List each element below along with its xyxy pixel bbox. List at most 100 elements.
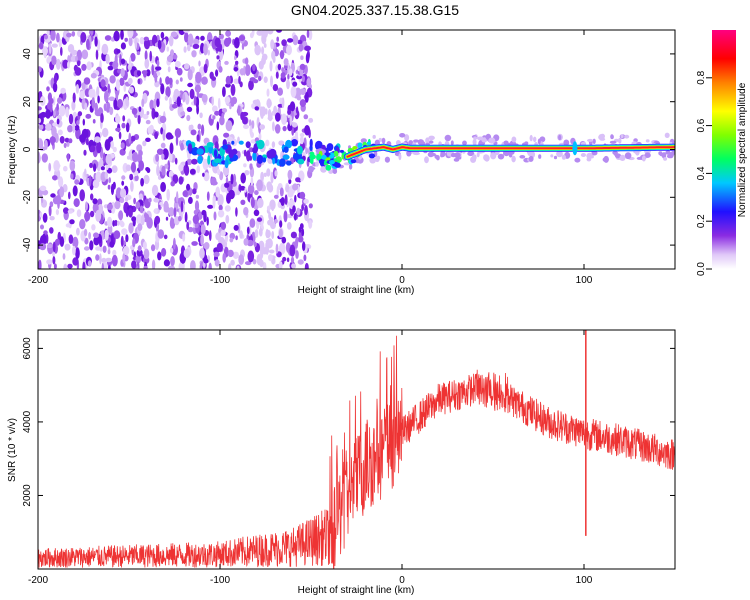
spectrogram-noise-blob: [110, 233, 114, 245]
spectrogram-noise-blob: [128, 222, 134, 234]
spectrogram-noise-blob: [123, 201, 130, 214]
spectrogram-noise-blob: [271, 231, 275, 239]
spectrogram-noise-blob: [183, 248, 190, 259]
spectrogram-noise-blob: [163, 200, 169, 213]
spectrogram-core-blob: [272, 157, 276, 165]
spectrogram-noise-blob: [119, 220, 124, 226]
spectrogram-noise-blob: [276, 36, 280, 42]
spectrogram-noise-blob: [93, 236, 100, 246]
spectrogram-noise-blob: [52, 256, 56, 265]
spectrogram-noise-blob: [248, 119, 252, 127]
spectrogram-noise-blob: [285, 242, 291, 253]
spectrogram-noise-blob: [238, 76, 241, 85]
spectrogram-noise-blob: [265, 248, 270, 253]
spectrogram-core-blob: [238, 140, 244, 145]
snr-ylabel: SNR (10 * v/v): [7, 418, 18, 482]
spectrogram-noise-blob: [223, 37, 231, 48]
spectrogram-noise-blob: [53, 109, 56, 118]
spectrogram-core-blob: [282, 154, 290, 160]
spectrogram-noise-blob: [170, 217, 174, 226]
spectrogram-halo-blob: [332, 168, 338, 174]
spectrogram-noise-blob: [66, 32, 72, 38]
spectrogram-signal-track: [346, 146, 675, 158]
spectrogram-noise-blob: [237, 105, 241, 116]
spectrogram-noise-blob: [296, 95, 302, 101]
spectrogram-halo-blob: [436, 155, 440, 161]
spectrogram-noise-blob: [180, 142, 184, 151]
spectrogram-noise-blob: [170, 256, 175, 267]
snr-xtick-label: 0: [399, 575, 405, 586]
colorbar-tick-label: 0.4: [696, 166, 707, 180]
spectrogram-noise-blob: [299, 223, 304, 230]
spectrogram-noise-blob: [190, 129, 197, 136]
spectrogram-noise-blob: [196, 165, 201, 174]
spectrogram-transition-blob: [316, 153, 322, 161]
spectrogram-noise-blob: [202, 158, 209, 171]
spectrogram-noise-blob: [180, 200, 184, 212]
spectrogram-noise-blob: [121, 180, 125, 186]
spectrogram-noise-blob: [236, 190, 241, 196]
spectrogram-noise-blob: [225, 75, 231, 85]
spectrogram-noise-blob: [216, 121, 220, 131]
spectrogram-noise-blob: [281, 236, 287, 244]
spectrogram-noise-blob: [147, 125, 154, 135]
spectrogram-noise-blob: [170, 49, 175, 58]
spectrogram-noise-blob: [128, 36, 133, 47]
spectrogram-noise-blob: [76, 49, 83, 61]
spectrogram-noise-blob: [230, 259, 235, 266]
spectrogram-noise-blob: [251, 120, 255, 129]
spectrogram-noise-blob: [292, 205, 296, 213]
spectrogram-noise-blob: [174, 128, 182, 138]
spectrogram-noise-blob: [258, 60, 264, 70]
spectrogram-noise-blob: [176, 191, 179, 203]
spectrogram-noise-blob: [212, 197, 216, 209]
spectrogram-halo-blob: [563, 139, 570, 146]
spectrogram-halo-blob: [413, 139, 419, 143]
spectrogram-noise-blob: [157, 39, 162, 50]
colorbar-label: Normalized spectral amplitude: [737, 82, 748, 217]
spectrogram-noise-blob: [218, 43, 223, 52]
spectrogram-noise-blob: [272, 84, 279, 92]
spectrogram-noise-blob: [263, 172, 267, 177]
spectrogram-noise-blob: [160, 181, 167, 193]
spectrogram-noise-blob: [40, 224, 44, 230]
spectrogram-noise-blob: [244, 170, 250, 176]
spectrogram-halo-blob: [444, 134, 452, 142]
spectrogram-noise-blob: [267, 183, 274, 193]
spectrogram-noise-blob: [306, 78, 311, 87]
spectrogram-noise-blob: [292, 34, 299, 46]
spectrogram-noise-blob: [55, 195, 62, 204]
spectrogram-noise-blob: [287, 169, 293, 180]
spectrogram-noise-blob: [274, 219, 278, 224]
spectrogram-noise-blob: [112, 249, 117, 256]
spectrogram-noise-blob: [298, 230, 303, 240]
spectrogram-noise-blob: [47, 101, 53, 111]
spectrogram-noise-blob: [104, 229, 109, 241]
spectrogram-halo-blob: [503, 140, 509, 145]
spectrogram-core-blob: [292, 154, 298, 160]
spectrogram-transition-blob: [325, 164, 332, 171]
spectrogram-noise-blob: [167, 160, 171, 172]
spectrogram-noise-blob: [75, 55, 78, 63]
spectrogram-noise-blob: [97, 39, 101, 52]
spectrogram-noise-blob: [40, 111, 47, 118]
spectrogram-noise-blob: [275, 71, 279, 79]
spectrogram-noise-blob: [120, 142, 125, 149]
spectrogram-noise-blob: [174, 157, 178, 165]
spectrogram-noise-blob: [224, 205, 231, 212]
spectrogram-noise-blob: [172, 54, 178, 60]
spectrogram-noise-blob: [156, 148, 164, 155]
spectrogram-core-blob: [326, 143, 334, 152]
spectrogram-noise-blob: [109, 75, 116, 84]
spectrogram-core-blob: [187, 143, 193, 152]
spectrogram-noise-blob: [75, 84, 79, 94]
snr-ytick-label: 6000: [22, 337, 33, 360]
spectrogram-noise-blob: [265, 108, 268, 115]
spectrogram-noise-blob: [128, 56, 132, 68]
spectrogram-noise-blob: [263, 76, 268, 83]
spectrogram-noise-blob: [179, 77, 183, 82]
spectrogram-noise-blob: [232, 251, 239, 259]
spectrogram-core-blob: [206, 142, 214, 148]
spectrogram-noise-blob: [259, 259, 264, 268]
spectrogram-noise-blob: [153, 197, 160, 203]
